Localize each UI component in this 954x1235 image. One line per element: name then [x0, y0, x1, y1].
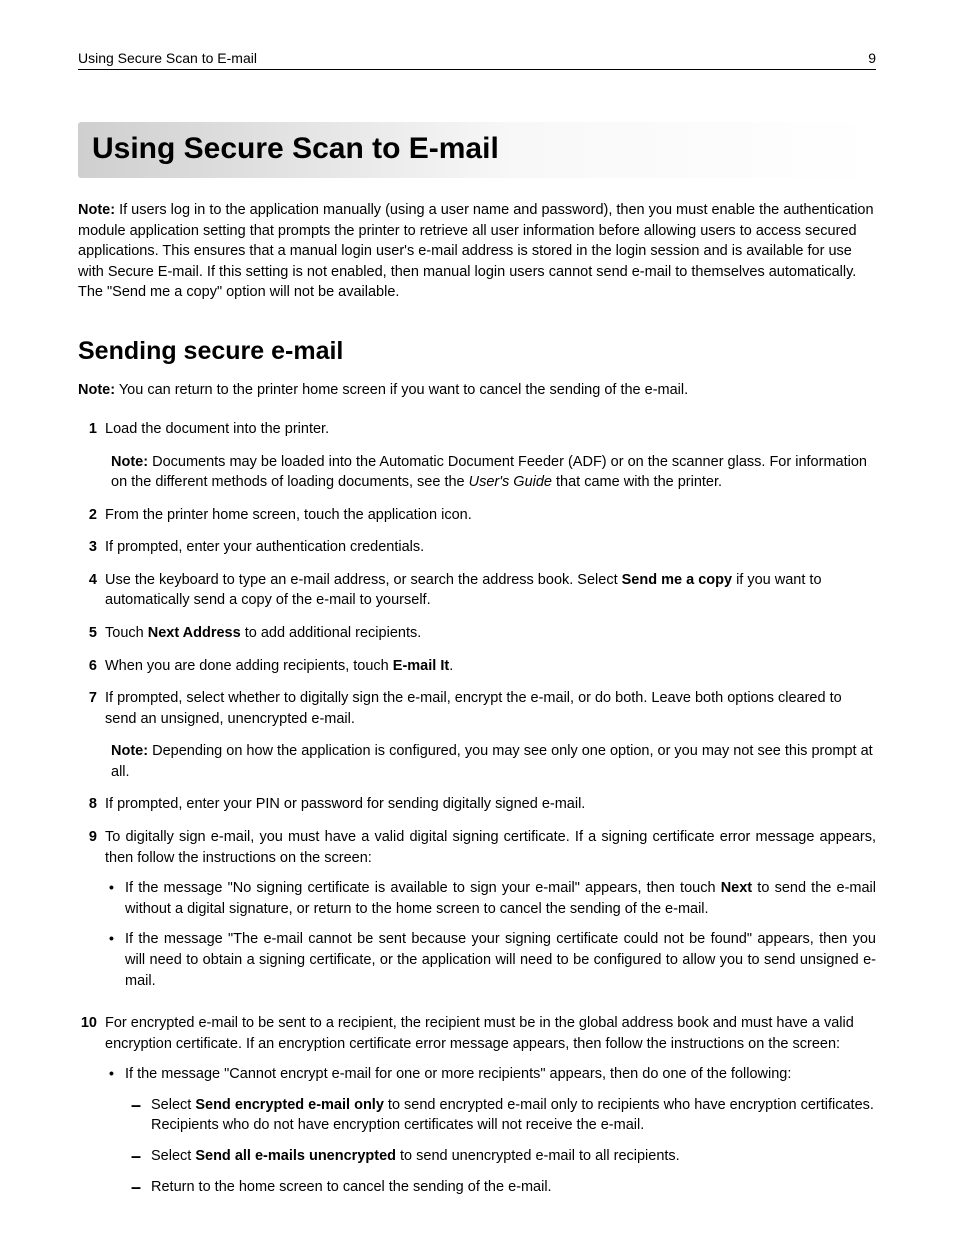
step-body: From the printer home screen, touch the …: [105, 505, 876, 526]
step-body: Touch Next Address to add additional rec…: [105, 623, 876, 644]
step-8: 8 If prompted, enter your PIN or passwor…: [78, 794, 876, 815]
bullet-list: If the message "Cannot encrypt e-mail fo…: [105, 1064, 876, 1197]
bullet-text: If the message "The e-mail cannot be sen…: [125, 931, 876, 988]
step-3: 3 If prompted, enter your authentication…: [78, 537, 876, 558]
italic-text: User's Guide: [469, 474, 552, 490]
step-body: Load the document into the printer. Note…: [105, 419, 876, 493]
note-label: Note:: [111, 743, 148, 759]
step-text: If prompted, enter your authentication c…: [105, 539, 424, 555]
note-label: Note:: [111, 454, 148, 470]
step-text: To digitally sign e-mail, you must have …: [105, 827, 876, 868]
step-body: If prompted, enter your authentication c…: [105, 537, 876, 558]
step-9: 9 To digitally sign e-mail, you must hav…: [78, 827, 876, 1001]
dash-item: Select Send all e-mails unencrypted to s…: [125, 1146, 876, 1167]
dash-text: Select: [151, 1148, 195, 1164]
step-10: 10 For encrypted e-mail to be sent to a …: [78, 1013, 876, 1207]
step-text: Touch: [105, 625, 148, 641]
bold-text: Send me a copy: [622, 572, 732, 588]
page-number: 9: [868, 50, 876, 66]
document-page: Using Secure Scan to E-mail 9 Using Secu…: [0, 0, 954, 1235]
section-heading: Sending secure e-mail: [78, 337, 876, 366]
step-body: When you are done adding recipients, tou…: [105, 656, 876, 677]
step-text: Load the document into the printer.: [105, 421, 329, 437]
dash-text: Return to the home screen to cancel the …: [151, 1179, 552, 1195]
step-body: To digitally sign e-mail, you must have …: [105, 827, 876, 1001]
bullet-item: If the message "The e-mail cannot be sen…: [105, 929, 876, 991]
step-text: For encrypted e-mail to be sent to a rec…: [105, 1015, 854, 1052]
bold-text: Send encrypted e-mail only: [195, 1097, 384, 1113]
step-number: 7: [78, 688, 105, 782]
page-title: Using Secure Scan to E-mail: [92, 132, 862, 166]
step-body: If prompted, enter your PIN or password …: [105, 794, 876, 815]
step-number: 5: [78, 623, 105, 644]
note-text: that came with the printer.: [552, 474, 722, 490]
bullet-item: If the message "Cannot encrypt e-mail fo…: [105, 1064, 876, 1197]
note-text: You can return to the printer home scree…: [115, 382, 688, 398]
step-text: .: [449, 658, 453, 674]
step-body: If prompted, select whether to digitally…: [105, 688, 876, 782]
header-left: Using Secure Scan to E-mail: [78, 50, 257, 66]
title-banner: Using Secure Scan to E-mail: [78, 122, 876, 178]
step-text: Use the keyboard to type an e-mail addre…: [105, 572, 622, 588]
step-2: 2 From the printer home screen, touch th…: [78, 505, 876, 526]
intro-note: Note: If users log in to the application…: [78, 200, 876, 303]
dash-text: to send unencrypted e-mail to all recipi…: [396, 1148, 680, 1164]
step-number: 10: [78, 1013, 105, 1207]
bullet-text: If the message "Cannot encrypt e-mail fo…: [125, 1066, 791, 1082]
step-number: 6: [78, 656, 105, 677]
bullet-item: If the message "No signing certificate i…: [105, 878, 876, 919]
step-text: If prompted, enter your PIN or password …: [105, 796, 585, 812]
step-number: 2: [78, 505, 105, 526]
step-number: 1: [78, 419, 105, 493]
step-text: From the printer home screen, touch the …: [105, 507, 472, 523]
step-note: Note: Depending on how the application i…: [111, 741, 876, 782]
step-body: Use the keyboard to type an e-mail addre…: [105, 570, 876, 611]
bold-text: Send all e-mails unencrypted: [195, 1148, 396, 1164]
step-7: 7 If prompted, select whether to digital…: [78, 688, 876, 782]
bullet-list: If the message "No signing certificate i…: [105, 878, 876, 991]
ordered-steps: 1 Load the document into the printer. No…: [78, 419, 876, 1207]
step-1: 1 Load the document into the printer. No…: [78, 419, 876, 493]
step-text: to add additional recipients.: [241, 625, 422, 641]
step-number: 8: [78, 794, 105, 815]
step-number: 4: [78, 570, 105, 611]
step-note: Note: Documents may be loaded into the A…: [111, 452, 876, 493]
step-5: 5 Touch Next Address to add additional r…: [78, 623, 876, 644]
dash-item: Return to the home screen to cancel the …: [125, 1177, 876, 1198]
section-note: Note: You can return to the printer home…: [78, 380, 876, 401]
step-6: 6 When you are done adding recipients, t…: [78, 656, 876, 677]
step-number: 9: [78, 827, 105, 1001]
step-4: 4 Use the keyboard to type an e-mail add…: [78, 570, 876, 611]
dash-list: Select Send encrypted e-mail only to sen…: [125, 1095, 876, 1197]
running-header: Using Secure Scan to E-mail 9: [78, 50, 876, 70]
bold-text: Next Address: [148, 625, 241, 641]
step-body: For encrypted e-mail to be sent to a rec…: [105, 1013, 876, 1207]
bullet-text: If the message "No signing certificate i…: [125, 880, 721, 896]
note-label: Note:: [78, 382, 115, 398]
dash-text: Select: [151, 1097, 195, 1113]
note-label: Note:: [78, 202, 115, 218]
bold-text: E-mail It: [393, 658, 449, 674]
dash-item: Select Send encrypted e-mail only to sen…: [125, 1095, 876, 1136]
bold-text: Next: [721, 880, 752, 896]
intro-text: If users log in to the application manua…: [78, 202, 874, 300]
step-text: When you are done adding recipients, tou…: [105, 658, 393, 674]
note-text: Depending on how the application is conf…: [111, 743, 873, 780]
step-number: 3: [78, 537, 105, 558]
step-text: If prompted, select whether to digitally…: [105, 690, 842, 727]
